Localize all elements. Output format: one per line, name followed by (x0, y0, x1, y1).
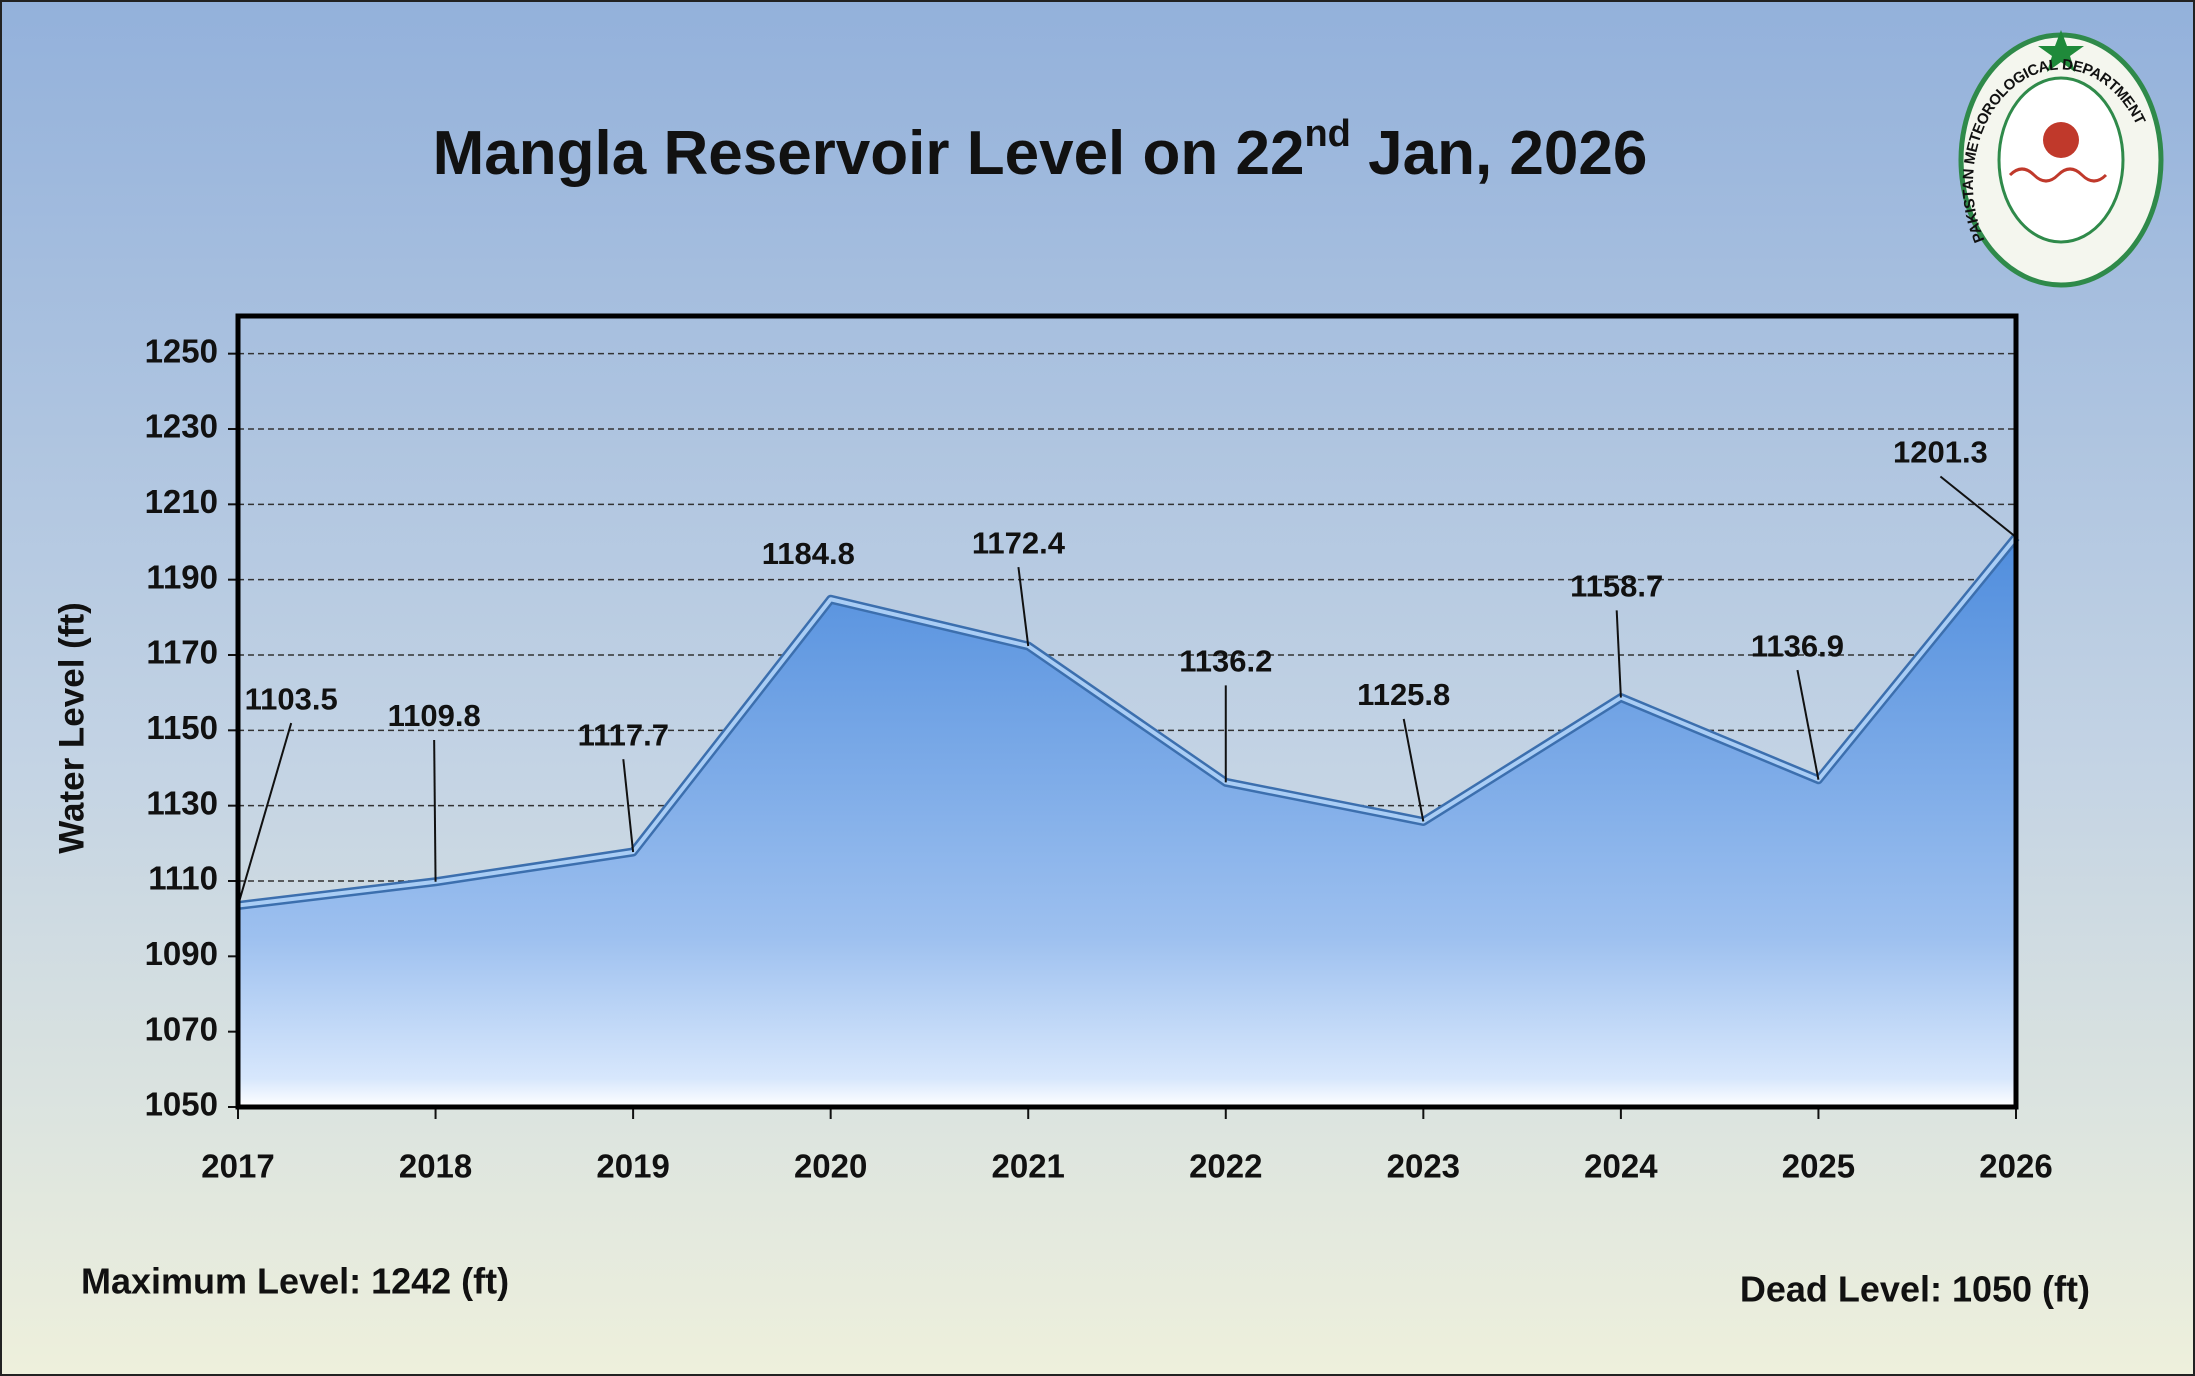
leader-line (1017, 567, 1030, 647)
logo-emblem (2043, 122, 2079, 158)
data-label: 1201.3 (1893, 435, 1988, 470)
x-tick-label: 2024 (1584, 1148, 1658, 1185)
annotation: Maximum Level: 1242 (ft) (81, 1261, 509, 1302)
area (238, 537, 2016, 1107)
x-tick-label: 2022 (1189, 1148, 1262, 1185)
x-tick-label: 2017 (201, 1148, 274, 1185)
leader-line (1939, 475, 2017, 538)
title-superscript: nd (1304, 113, 1350, 155)
y-tick-label: 1130 (146, 784, 218, 821)
data-label: 1136.2 (1179, 644, 1272, 679)
leader-line (1402, 718, 1425, 822)
y-tick-label: 1230 (145, 408, 218, 445)
x-tick-label: 2025 (1782, 1148, 1855, 1185)
leader-line (1615, 610, 1622, 698)
y-tick-label: 1210 (145, 483, 218, 520)
y-tick-label: 1110 (148, 860, 218, 897)
y-tick-label: 1250 (145, 332, 218, 369)
leader-line (237, 722, 293, 906)
chart-title: Mangla Reservoir Level on 22nd Jan, 2026 (433, 113, 1648, 188)
annotation: Dead Level: 1050 (ft) (1740, 1269, 2090, 1310)
data-label: 1184.8 (762, 536, 855, 571)
y-tick-label: 1050 (145, 1086, 218, 1123)
y-tick-label: 1190 (146, 558, 218, 595)
logo-wave (2008, 167, 2108, 183)
data-label: 1136.9 (1751, 628, 1844, 663)
logo-inner (1997, 76, 2125, 244)
x-tick-label: 2021 (992, 1148, 1065, 1185)
leader-line (622, 759, 635, 853)
leader-line (433, 739, 437, 882)
y-tick-label: 1170 (146, 634, 218, 671)
logo: PAKISTAN METEOROLOGICAL DEPARTMENT (1958, 30, 2164, 288)
x-tick-label: 2023 (1387, 1148, 1460, 1185)
x-tick-label: 2019 (596, 1148, 669, 1185)
data-label: 1103.5 (245, 681, 338, 716)
y-tick-label: 1150 (146, 709, 218, 746)
data-label: 1125.8 (1357, 677, 1450, 712)
x-tick-label: 2020 (794, 1148, 867, 1185)
data-label: 1158.7 (1570, 569, 1663, 604)
y-tick-label: 1090 (145, 935, 218, 972)
title-main: Mangla Reservoir Level on 22 (433, 119, 1305, 188)
leader-line (1796, 669, 1820, 780)
data-label: 1172.4 (972, 525, 1066, 560)
y-tick-label: 1070 (145, 1010, 218, 1047)
title-rest: Jan, 2026 (1351, 119, 1647, 188)
data-label: 1109.8 (388, 698, 481, 733)
logo-star (2038, 30, 2084, 72)
y-axis-label: Water Level (ft) (52, 602, 91, 854)
x-tick-label: 2018 (399, 1148, 472, 1185)
data-label: 1117.7 (578, 717, 669, 752)
plot-border (235, 313, 2019, 1110)
line (237, 535, 2018, 908)
x-tick-label: 2026 (1979, 1148, 2052, 1185)
